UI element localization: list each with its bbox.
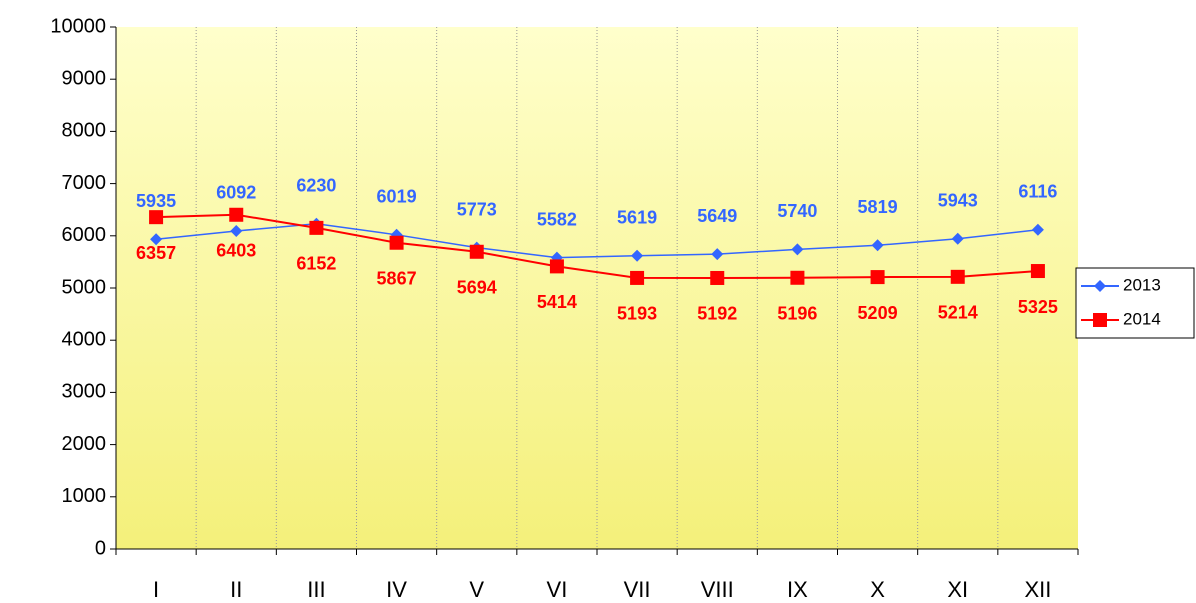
- data-label: 6116: [1018, 181, 1057, 201]
- x-tick-label: XI: [947, 577, 968, 602]
- x-tick-label: VIII: [701, 577, 734, 602]
- data-point: [711, 248, 724, 261]
- y-tick-label: 6000: [62, 224, 107, 246]
- data-label: 5196: [777, 304, 817, 324]
- data-label: 6019: [377, 187, 417, 207]
- data-point: [229, 207, 244, 222]
- data-label: 5819: [858, 197, 898, 217]
- legend-marker: [1094, 280, 1106, 292]
- data-label: 5649: [697, 206, 737, 226]
- data-point: [149, 210, 164, 225]
- data-label: 6357: [136, 243, 176, 263]
- y-tick-label: 1000: [62, 485, 107, 507]
- data-point: [1031, 223, 1044, 236]
- data-point: [790, 270, 805, 285]
- data-point: [630, 270, 645, 285]
- data-label: 5943: [938, 191, 978, 211]
- data-label: 5214: [938, 303, 978, 323]
- data-point: [871, 239, 884, 252]
- data-point: [950, 269, 965, 284]
- data-label: 5619: [617, 207, 657, 227]
- x-tick-label: II: [230, 577, 242, 602]
- x-tick-label: XII: [1024, 577, 1051, 602]
- data-label: 5694: [457, 278, 497, 298]
- y-tick-label: 0: [95, 537, 106, 559]
- data-point: [389, 235, 404, 250]
- y-tick-label: 3000: [62, 381, 107, 403]
- x-tick-label: I: [153, 577, 159, 602]
- legend-label: 2013: [1123, 275, 1161, 294]
- x-tick-label: III: [307, 577, 325, 602]
- data-point: [710, 270, 725, 285]
- data-label: 5193: [617, 304, 657, 324]
- y-tick-label: 8000: [62, 120, 107, 142]
- data-label: 5192: [697, 304, 737, 324]
- y-tick-label: 10000: [50, 15, 106, 37]
- data-point: [631, 249, 644, 262]
- data-label: 5414: [537, 292, 577, 312]
- data-label: 6092: [216, 183, 256, 203]
- y-tick-label: 9000: [62, 67, 107, 89]
- legend-marker: [1093, 313, 1107, 327]
- data-label: 5773: [457, 199, 497, 219]
- y-tick-label: 2000: [62, 433, 107, 455]
- data-point: [469, 244, 484, 259]
- data-label: 6230: [296, 176, 336, 196]
- data-label: 6152: [296, 254, 336, 274]
- data-point: [870, 270, 885, 285]
- x-tick-label: VII: [624, 577, 651, 602]
- x-tick-label: VI: [547, 577, 568, 602]
- x-tick-label: IV: [386, 577, 407, 602]
- data-point: [791, 243, 804, 256]
- data-label: 5740: [777, 201, 817, 221]
- y-tick-label: 4000: [62, 328, 107, 350]
- data-point: [230, 224, 243, 237]
- x-tick-label: V: [469, 577, 484, 602]
- data-point: [951, 232, 964, 245]
- data-point: [309, 220, 324, 235]
- data-label: 5867: [377, 268, 417, 288]
- data-label: 5209: [858, 303, 898, 323]
- data-label: 5582: [537, 209, 577, 229]
- y-tick-label: 5000: [62, 276, 107, 298]
- x-tick-label: X: [870, 577, 885, 602]
- data-label: 5935: [136, 191, 176, 211]
- data-point: [1030, 264, 1045, 279]
- data-label: 5325: [1018, 297, 1058, 317]
- x-tick-label: IX: [787, 577, 808, 602]
- series-line: [156, 213, 1038, 279]
- data-point: [150, 233, 163, 246]
- data-point: [549, 259, 564, 274]
- data-label: 6403: [216, 241, 256, 261]
- legend-label: 2014: [1123, 309, 1161, 328]
- y-tick-label: 7000: [62, 172, 107, 194]
